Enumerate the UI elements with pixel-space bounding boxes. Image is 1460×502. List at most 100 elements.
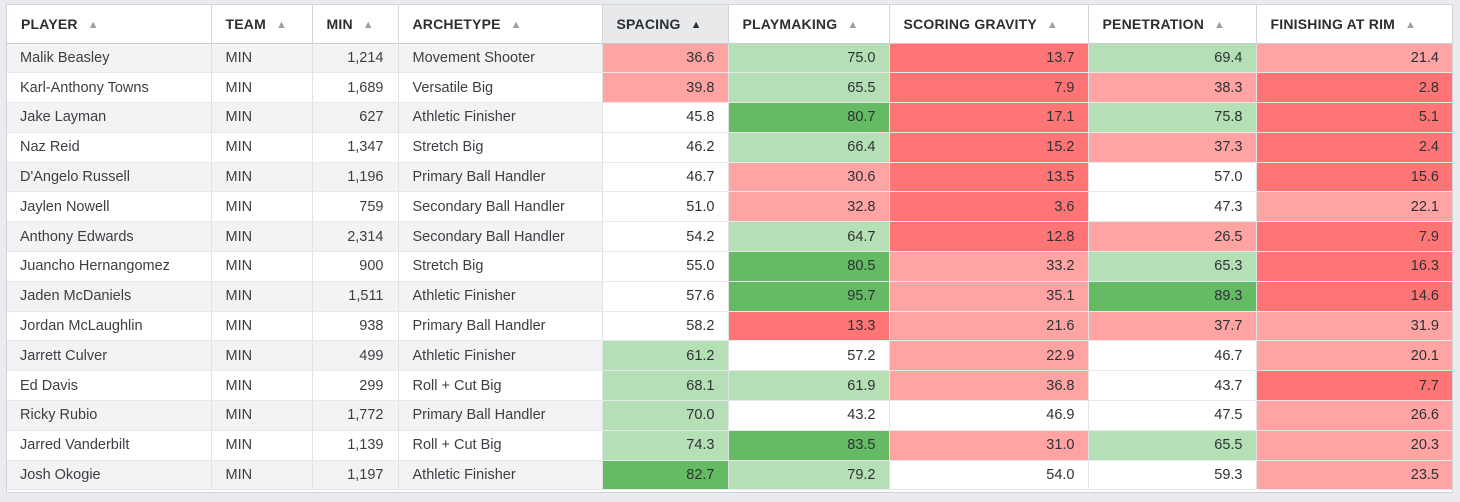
playmaking-cell: 30.6 <box>728 162 890 193</box>
table-row[interactable]: Ed Davis MIN 299 Roll + Cut Big 68.1 61.9 36.8… <box>7 370 1452 402</box>
sort-asc-icon[interactable]: ▲ <box>690 18 702 31</box>
penetration-cell: 65.5 <box>1088 430 1257 461</box>
archetype-cell: Athletic Finisher <box>398 281 603 312</box>
spacing-cell: 82.7 <box>602 460 729 491</box>
team-cell: MIN <box>211 132 313 163</box>
player-name-cell: Malik Beasley <box>7 43 212 74</box>
spacing-cell: 51.0 <box>602 191 729 223</box>
sort-asc-icon[interactable]: ▲ <box>362 18 374 31</box>
spacing-cell: 70.0 <box>602 400 729 431</box>
spacing-cell: 39.8 <box>602 72 729 104</box>
scoring-gravity-cell: 15.2 <box>889 132 1089 163</box>
minutes-cell: 1,214 <box>312 43 399 74</box>
table-row[interactable]: Karl-Anthony Towns MIN 1,689 Versatile Big 3… <box>7 72 1452 104</box>
table-row[interactable]: Jaylen Nowell MIN 759 Secondary Ball Handle… <box>7 191 1452 223</box>
minutes-cell: 2,314 <box>312 221 399 253</box>
minutes-cell: 1,347 <box>312 132 399 163</box>
table-row[interactable]: Josh Okogie MIN 1,197 Athletic Finisher 82.7… <box>7 460 1452 491</box>
team-cell: MIN <box>211 191 313 223</box>
column-header-label: FINISHING AT RIM <box>1270 15 1396 32</box>
team-cell: MIN <box>211 311 313 342</box>
sort-asc-icon[interactable]: ▲ <box>1046 18 1059 31</box>
team-cell: MIN <box>211 251 313 282</box>
column-header-scoring-gravity[interactable]: SCORING GRAVITY ▲ <box>889 5 1089 44</box>
table-row[interactable]: Juancho Hernangomez MIN 900 Stretch Big 55.0… <box>7 251 1452 282</box>
table-row[interactable]: D'Angelo Russell MIN 1,196 Primary Ball Han… <box>7 162 1452 193</box>
stats-table-container: PLAYER ▲ TEAM ▲ MIN ▲ ARCHETYPE ▲ SPACING ▲ PLAYMA… <box>6 4 1453 493</box>
player-name-cell: Ed Davis <box>7 370 212 402</box>
player-name-cell: Josh Okogie <box>7 460 212 491</box>
sort-asc-icon[interactable]: ▲ <box>275 18 288 31</box>
penetration-cell: 43.7 <box>1088 370 1257 402</box>
finishing-cell: 14.6 <box>1256 281 1452 312</box>
sort-asc-icon[interactable]: ▲ <box>1214 18 1226 31</box>
column-header-playmaking[interactable]: PLAYMAKING ▲ <box>728 5 890 44</box>
archetype-cell: Movement Shooter <box>398 43 603 74</box>
table-row[interactable]: Jake Layman MIN 627 Athletic Finisher 45.8 80… <box>7 102 1452 133</box>
sort-asc-icon[interactable]: ▲ <box>87 18 99 31</box>
minutes-cell: 1,772 <box>312 400 399 431</box>
player-name-cell: Jaylen Nowell <box>7 191 212 223</box>
team-cell: MIN <box>211 281 313 312</box>
finishing-cell: 26.6 <box>1256 400 1452 431</box>
penetration-cell: 46.7 <box>1088 340 1257 372</box>
scoring-gravity-cell: 21.6 <box>889 311 1089 342</box>
playmaking-cell: 79.2 <box>728 460 890 491</box>
column-header-finishing[interactable]: FINISHING AT RIM ▲ <box>1256 5 1452 44</box>
minutes-cell: 1,139 <box>312 430 399 461</box>
finishing-cell: 23.5 <box>1256 460 1452 491</box>
finishing-cell: 31.9 <box>1256 311 1452 342</box>
table-row[interactable]: Jaden McDaniels MIN 1,511 Athletic Finisher… <box>7 281 1452 312</box>
minutes-cell: 627 <box>312 102 399 133</box>
archetype-cell: Stretch Big <box>398 132 603 163</box>
archetype-cell: Athletic Finisher <box>398 460 603 491</box>
archetype-cell: Stretch Big <box>398 251 603 282</box>
column-header-archetype[interactable]: ARCHETYPE ▲ <box>398 5 603 44</box>
finishing-cell: 7.9 <box>1256 221 1452 253</box>
player-name-cell: Karl-Anthony Towns <box>7 72 212 104</box>
archetype-cell: Primary Ball Handler <box>398 311 603 342</box>
team-cell: MIN <box>211 72 313 104</box>
column-header-label: PENETRATION <box>1102 15 1204 32</box>
penetration-cell: 26.5 <box>1088 221 1257 253</box>
spacing-cell: 68.1 <box>602 370 729 402</box>
column-header-penetration[interactable]: PENETRATION ▲ <box>1088 5 1257 44</box>
column-header-label: SPACING <box>616 15 681 32</box>
column-header-min[interactable]: MIN ▲ <box>312 5 399 44</box>
sort-asc-icon[interactable]: ▲ <box>1405 18 1417 31</box>
column-header-spacing[interactable]: SPACING ▲ <box>602 5 729 44</box>
spacing-cell: 57.6 <box>602 281 729 312</box>
scoring-gravity-cell: 7.9 <box>889 72 1089 104</box>
finishing-cell: 2.8 <box>1256 72 1452 104</box>
column-header-label: TEAM <box>225 15 266 32</box>
penetration-cell: 75.8 <box>1088 102 1257 133</box>
column-header-player[interactable]: PLAYER ▲ <box>7 5 212 44</box>
table-row[interactable]: Jarrett Culver MIN 499 Athletic Finisher 61.… <box>7 340 1452 372</box>
player-name-cell: Naz Reid <box>7 132 212 163</box>
scoring-gravity-cell: 12.8 <box>889 221 1089 253</box>
column-header-team[interactable]: TEAM ▲ <box>211 5 313 44</box>
playmaking-cell: 65.5 <box>728 72 890 104</box>
archetype-cell: Athletic Finisher <box>398 340 603 372</box>
scoring-gravity-cell: 46.9 <box>889 400 1089 431</box>
playmaking-cell: 43.2 <box>728 400 890 431</box>
table-row[interactable]: Naz Reid MIN 1,347 Stretch Big 46.2 66.4 15.2 3… <box>7 132 1452 163</box>
table-row[interactable]: Jordan McLaughlin MIN 938 Primary Ball Hand… <box>7 311 1452 342</box>
team-cell: MIN <box>211 162 313 193</box>
playmaking-cell: 95.7 <box>728 281 890 312</box>
table-row[interactable]: Anthony Edwards MIN 2,314 Secondary Ball Ha… <box>7 221 1452 253</box>
sort-asc-icon[interactable]: ▲ <box>847 18 859 31</box>
table-row[interactable]: Ricky Rubio MIN 1,772 Primary Ball Handler 7… <box>7 400 1452 431</box>
minutes-cell: 299 <box>312 370 399 402</box>
playmaking-cell: 64.7 <box>728 221 890 253</box>
finishing-cell: 21.4 <box>1256 43 1452 74</box>
column-header-label: PLAYMAKING <box>742 15 838 32</box>
team-cell: MIN <box>211 102 313 133</box>
sort-asc-icon[interactable]: ▲ <box>510 18 522 31</box>
scoring-gravity-cell: 22.9 <box>889 340 1089 372</box>
spacing-cell: 46.2 <box>602 132 729 163</box>
table-row[interactable]: Malik Beasley MIN 1,214 Movement Shooter 36.… <box>7 43 1452 74</box>
scoring-gravity-cell: 54.0 <box>889 460 1089 491</box>
playmaking-cell: 80.5 <box>728 251 890 282</box>
table-row[interactable]: Jarred Vanderbilt MIN 1,139 Roll + Cut Big 7… <box>7 430 1452 461</box>
